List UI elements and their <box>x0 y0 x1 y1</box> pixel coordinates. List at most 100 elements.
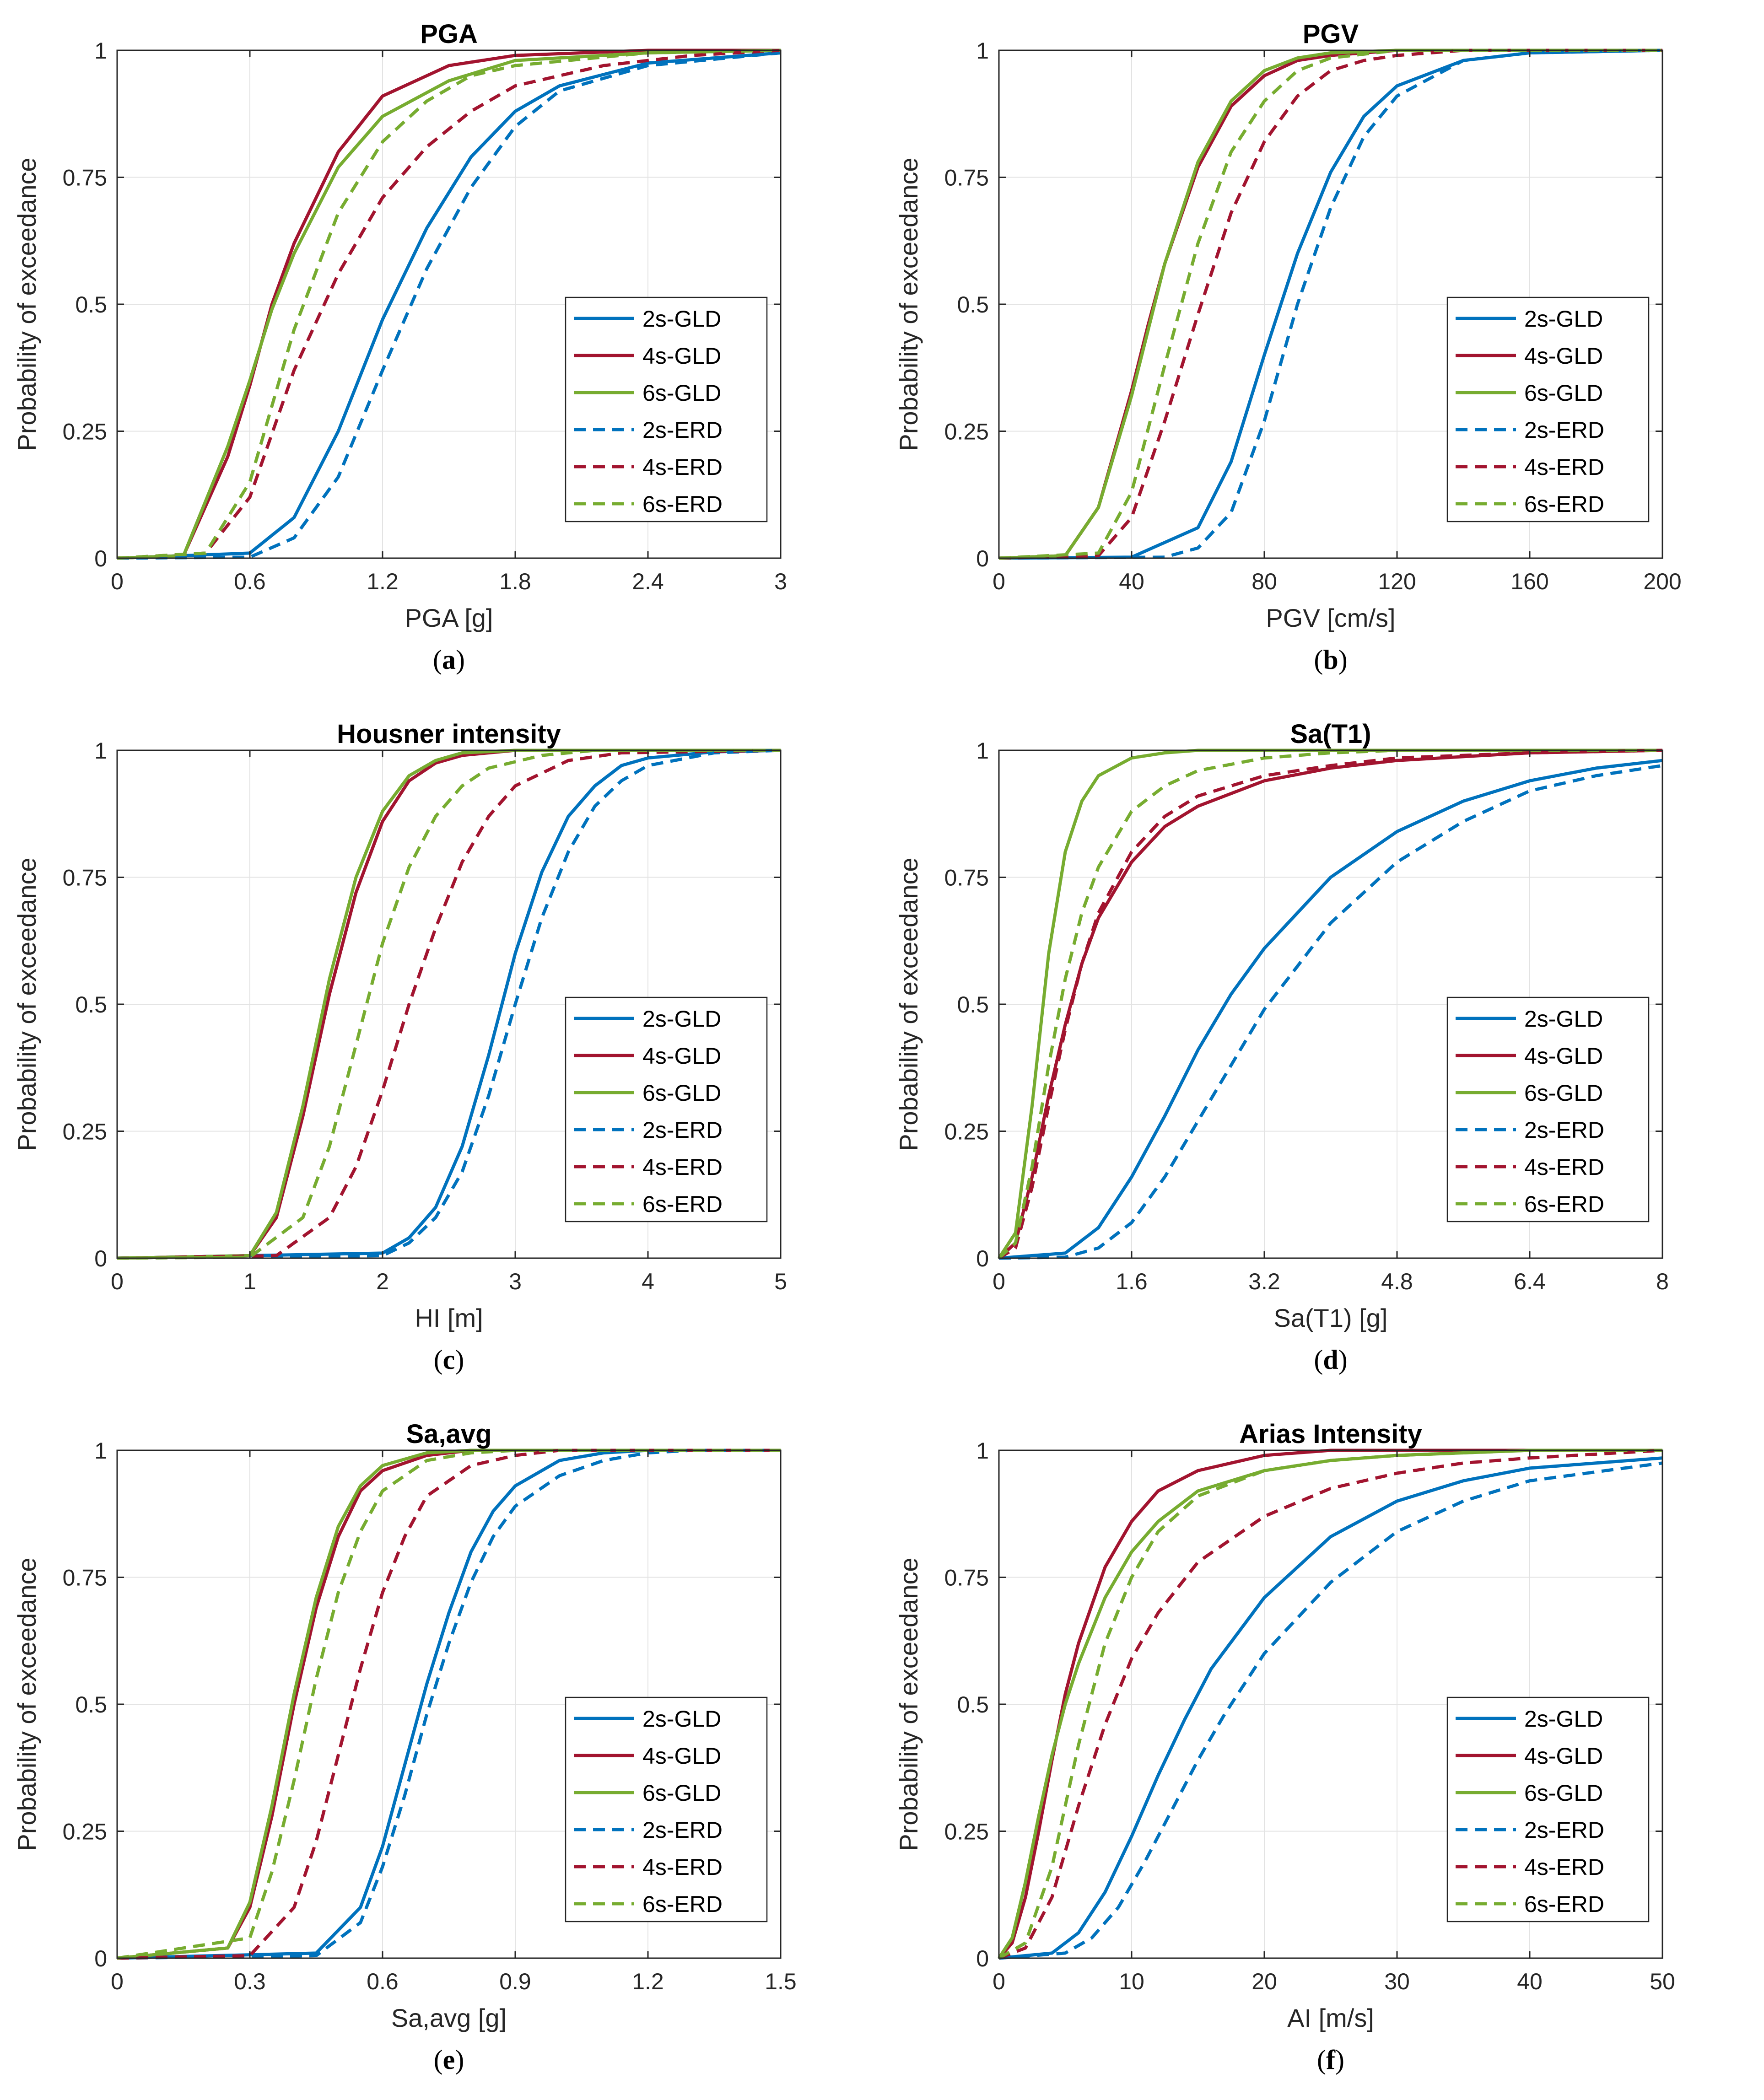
caption-close-paren: ) <box>1338 645 1348 675</box>
y-tick-label: 0.75 <box>63 1565 107 1591</box>
chart-panel-c: 0 1 2 3 4 5 0 0.25 0.5 0.75 1 Housner intensity HI [… <box>0 700 882 1400</box>
y-tick-label: 1 <box>94 1438 107 1464</box>
legend-label-4s-GLD: 4s-GLD <box>1524 1743 1603 1769</box>
caption-open-paren: ( <box>434 2045 443 2075</box>
legend: 2s-GLD 4s-GLD 6s-GLD 2s-ERD 4s-ERD 6s-ERD <box>565 296 768 522</box>
series-line-4s-GLD <box>998 748 1663 1260</box>
series-line-2s-ERD <box>998 1461 1663 1960</box>
legend-label-2s-GLD: 2s-GLD <box>1524 1006 1603 1032</box>
series-line-6s-ERD <box>117 48 781 560</box>
caption-letter: d <box>1323 1345 1338 1375</box>
chart-panel-d: 0 1.6 3.2 4.8 6.4 8 0 0.25 0.5 0.75 1 Sa(T1) Sa(T1) … <box>882 700 1764 1400</box>
x-tick-label: 20 <box>1252 1969 1277 1994</box>
legend-label-2s-ERD: 2s-ERD <box>642 1817 723 1843</box>
x-tick-label: 10 <box>1119 1969 1144 1994</box>
ticks: 0 10 20 30 40 50 0 0.25 0.5 0.75 1 <box>944 1438 1675 1994</box>
y-tick-label: 1 <box>976 1438 989 1464</box>
y-tick-label: 0.25 <box>63 1119 107 1145</box>
caption-letter: b <box>1323 645 1338 675</box>
x-tick-label: 5 <box>774 1269 787 1294</box>
chart-title: Sa(T1) <box>1290 719 1371 749</box>
legend-label-2s-ERD: 2s-ERD <box>1524 1117 1604 1143</box>
x-tick-label: 0 <box>111 1269 124 1294</box>
legend-label-4s-ERD: 4s-ERD <box>642 1854 723 1880</box>
x-tick-label: 30 <box>1384 1969 1410 1994</box>
x-tick-label: 3 <box>774 569 787 594</box>
x-tick-label: 3 <box>509 1269 522 1294</box>
series-line-2s-GLD <box>998 1456 1663 1960</box>
caption-close-paren: ) <box>1335 2045 1344 2075</box>
series-line-4s-ERD <box>117 48 781 560</box>
legend: 2s-GLD 4s-GLD 6s-GLD 2s-ERD 4s-ERD 6s-ERD <box>1446 1696 1650 1922</box>
y-axis-label: Probability of exceedance <box>894 857 923 1151</box>
legend-label-6s-GLD: 6s-GLD <box>642 380 721 406</box>
legend-label-4s-GLD: 4s-GLD <box>1524 343 1603 369</box>
legend: 2s-GLD 4s-GLD 6s-GLD 2s-ERD 4s-ERD 6s-ERD <box>565 996 768 1222</box>
legend-label-4s-ERD: 4s-ERD <box>642 1154 723 1180</box>
series-line-6s-GLD <box>998 1448 1662 1959</box>
y-axis-label: Probability of exceedance <box>894 1557 923 1851</box>
legend-label-6s-ERD: 6s-ERD <box>642 491 723 517</box>
x-tick-label: 3.2 <box>1248 1269 1280 1294</box>
series-line-4s-GLD <box>998 1448 1662 1960</box>
y-tick-label: 0.5 <box>75 292 107 318</box>
y-tick-label: 0 <box>94 546 107 571</box>
y-tick-label: 0 <box>976 1246 989 1271</box>
data-series <box>998 748 1663 1260</box>
ticks: 0 1.6 3.2 4.8 6.4 8 0 0.25 0.5 0.75 1 <box>944 738 1669 1294</box>
legend-label-4s-GLD: 4s-GLD <box>642 1743 721 1769</box>
series-line-6s-ERD <box>998 48 1662 560</box>
y-tick-label: 0.5 <box>75 992 107 1018</box>
legend-label-4s-GLD: 4s-GLD <box>1524 1043 1603 1069</box>
series-line-6s-GLD <box>117 748 781 1260</box>
legend-label-6s-GLD: 6s-GLD <box>642 1780 721 1806</box>
data-series <box>117 748 781 1260</box>
y-tick-label: 0.75 <box>944 865 989 891</box>
caption-close-paren: ) <box>455 1345 464 1375</box>
series-line-4s-ERD <box>117 748 781 1260</box>
y-tick-label: 0.5 <box>75 1692 107 1718</box>
y-axis-label: Probability of exceedance <box>12 1557 41 1851</box>
y-tick-label: 0.25 <box>944 1119 989 1145</box>
x-tick-label: 40 <box>1119 569 1144 594</box>
x-tick-label: 2 <box>376 1269 389 1294</box>
y-tick-label: 0 <box>976 1946 989 1971</box>
chart-title: PGV <box>1303 19 1359 49</box>
series-line-6s-ERD <box>117 748 781 1260</box>
chart-svg: 0 1 2 3 4 5 0 0.25 0.5 0.75 1 Housner intensity HI [… <box>12 719 787 1375</box>
x-tick-label: 50 <box>1650 1969 1675 1994</box>
x-tick-label: 0.6 <box>234 569 266 594</box>
legend-label-4s-GLD: 4s-GLD <box>642 1043 721 1069</box>
series-line-2s-ERD <box>117 51 781 560</box>
x-tick-label: 0 <box>993 1269 1005 1294</box>
panel-caption: (d) <box>1314 1345 1347 1375</box>
chart-title: Sa,avg <box>406 1419 492 1449</box>
legend-label-6s-GLD: 6s-GLD <box>642 1080 721 1106</box>
legend: 2s-GLD 4s-GLD 6s-GLD 2s-ERD 4s-ERD 6s-ERD <box>565 1696 768 1922</box>
x-axis-label: Sa(T1) [g] <box>1274 1303 1388 1332</box>
caption-close-paren: ) <box>1338 1345 1348 1375</box>
x-axis-label: PGA [g] <box>405 603 493 632</box>
caption-close-paren: ) <box>456 645 465 675</box>
x-tick-label: 1.6 <box>1116 1269 1148 1294</box>
caption-open-paren: ( <box>434 1345 443 1375</box>
x-tick-label: 0 <box>111 1969 124 1994</box>
legend-box <box>565 996 768 1222</box>
x-tick-label: 2.4 <box>632 569 664 594</box>
series-line-4s-GLD <box>117 748 781 1260</box>
ticks: 0 0.6 1.2 1.8 2.4 3 0 0.25 0.5 0.75 1 <box>63 38 787 594</box>
series-line-2s-GLD <box>117 748 781 1260</box>
legend: 2s-GLD 4s-GLD 6s-GLD 2s-ERD 4s-ERD 6s-ERD <box>1446 296 1650 522</box>
legend-label-4s-ERD: 4s-ERD <box>1524 454 1604 480</box>
y-tick-label: 0.5 <box>957 292 989 318</box>
legend-label-2s-ERD: 2s-ERD <box>642 417 723 443</box>
x-axis-label: PGV [cm/s] <box>1266 603 1395 632</box>
legend-box <box>1446 996 1650 1222</box>
x-tick-label: 4.8 <box>1381 1269 1413 1294</box>
y-tick-label: 1 <box>976 738 989 764</box>
legend-label-2s-GLD: 2s-GLD <box>642 306 721 332</box>
legend-label-4s-ERD: 4s-ERD <box>1524 1154 1604 1180</box>
legend-box <box>1446 296 1650 522</box>
chart-svg: 0 40 80 120 160 200 0 0.25 0.5 0.75 1 PGV PGV [cm/s]… <box>894 19 1682 675</box>
series-line-6s-GLD <box>998 48 1662 560</box>
